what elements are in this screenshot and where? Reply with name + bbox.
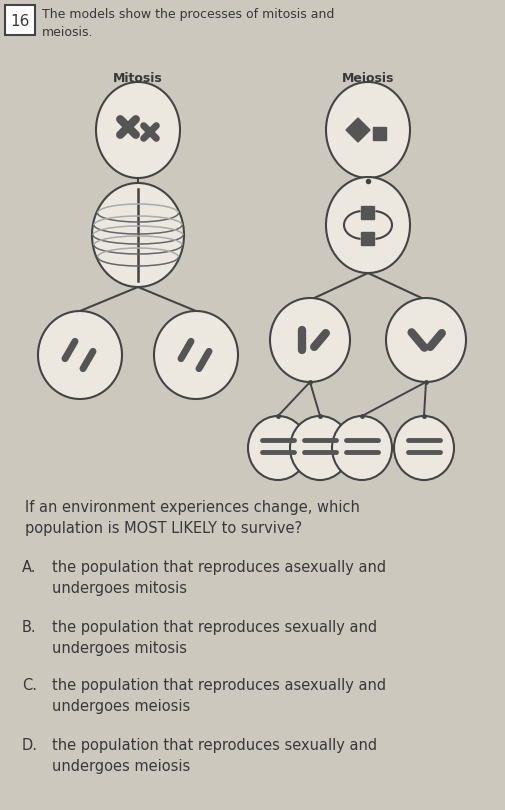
- Text: the population that reproduces asexually and
undergoes mitosis: the population that reproduces asexually…: [52, 560, 385, 596]
- Text: B.: B.: [22, 620, 36, 635]
- Bar: [373, 126, 386, 139]
- Ellipse shape: [393, 416, 453, 480]
- Text: A.: A.: [22, 560, 36, 575]
- Ellipse shape: [325, 177, 409, 273]
- Ellipse shape: [154, 311, 237, 399]
- Ellipse shape: [325, 82, 409, 178]
- Text: D.: D.: [22, 738, 38, 753]
- Text: If an environment experiences change, which
population is MOST LIKELY to survive: If an environment experiences change, wh…: [25, 500, 359, 536]
- Ellipse shape: [289, 416, 349, 480]
- Text: the population that reproduces sexually and
undergoes meiosis: the population that reproduces sexually …: [52, 738, 376, 774]
- Text: the population that reproduces asexually and
undergoes meiosis: the population that reproduces asexually…: [52, 678, 385, 714]
- Ellipse shape: [38, 311, 122, 399]
- Ellipse shape: [96, 82, 180, 178]
- Bar: [361, 206, 374, 219]
- Bar: [5, 5, 35, 35]
- Ellipse shape: [331, 416, 391, 480]
- Text: The models show the processes of mitosis and
meiosis.: The models show the processes of mitosis…: [42, 8, 334, 39]
- Text: Mitosis: Mitosis: [113, 72, 163, 85]
- Ellipse shape: [385, 298, 465, 382]
- Text: C.: C.: [22, 678, 37, 693]
- Text: 16: 16: [10, 14, 30, 28]
- Text: Meiosis: Meiosis: [341, 72, 393, 85]
- Ellipse shape: [247, 416, 308, 480]
- Polygon shape: [345, 118, 369, 142]
- Text: the population that reproduces sexually and
undergoes mitosis: the population that reproduces sexually …: [52, 620, 376, 656]
- Bar: [361, 232, 374, 245]
- Ellipse shape: [92, 183, 184, 287]
- Ellipse shape: [270, 298, 349, 382]
